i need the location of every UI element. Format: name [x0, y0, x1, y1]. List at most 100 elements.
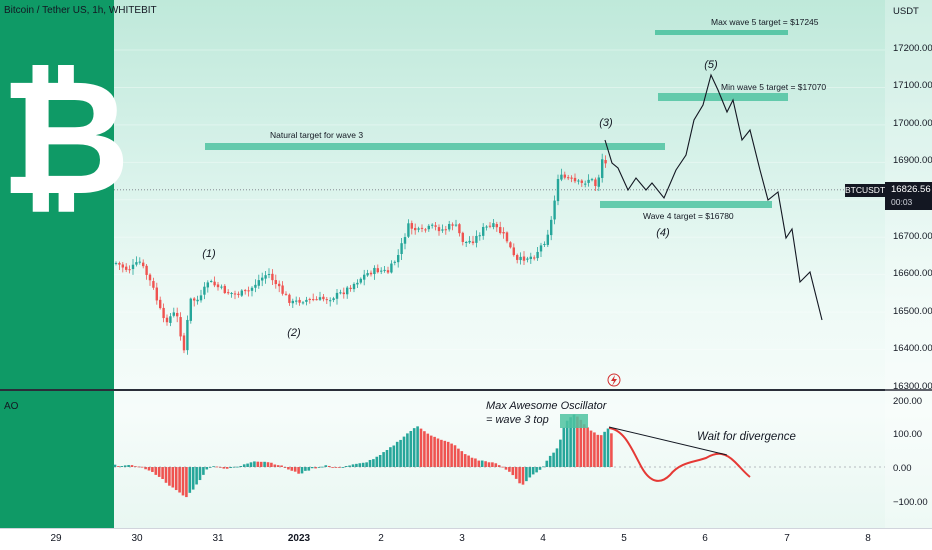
candle — [176, 312, 179, 317]
ao-bar — [501, 466, 504, 468]
ao-bar — [375, 456, 379, 467]
price-axis[interactable] — [885, 0, 932, 528]
candle — [267, 274, 271, 276]
candle — [148, 274, 152, 281]
ao-bar — [253, 461, 256, 467]
ao-bar — [378, 455, 382, 467]
ao-bar — [606, 428, 610, 467]
ao-bar — [147, 467, 151, 471]
candle — [210, 281, 213, 283]
ao-bar — [202, 467, 205, 475]
candle — [573, 177, 577, 182]
candle — [312, 299, 315, 301]
candle — [182, 335, 186, 351]
candle — [495, 224, 498, 228]
ao-bar — [263, 461, 266, 467]
candle — [329, 300, 332, 302]
time-axis[interactable] — [0, 528, 932, 550]
ao-bar — [127, 465, 130, 467]
ao-bar — [310, 467, 314, 469]
ao-bar — [419, 428, 423, 467]
ao-bar — [545, 460, 549, 467]
max-wave5-zone — [655, 30, 788, 35]
ao-bar — [222, 467, 226, 469]
candle — [142, 262, 145, 267]
last-price-value: 16826.56 — [891, 184, 931, 195]
ao-bar — [365, 462, 368, 467]
ao-bar — [283, 467, 287, 468]
candle — [417, 228, 420, 230]
ao-bar — [494, 463, 498, 467]
ao-bar — [300, 467, 304, 474]
ao-bar — [212, 466, 215, 468]
time-tick: 3 — [459, 533, 465, 544]
ao-bar — [334, 467, 338, 468]
candle — [519, 256, 522, 261]
candle — [454, 224, 458, 226]
candle — [274, 280, 277, 285]
ao-bar — [113, 464, 117, 467]
candle — [237, 293, 240, 295]
candle — [587, 179, 590, 183]
ao-bar — [198, 467, 202, 481]
ao-bar — [151, 467, 154, 472]
ao-bar — [382, 452, 385, 467]
ao-bar — [528, 467, 532, 478]
ao-bar — [304, 467, 307, 471]
ao-bar — [249, 462, 253, 467]
ao-bar — [426, 433, 430, 467]
candle — [584, 183, 587, 185]
candle — [563, 174, 566, 178]
ao-bar — [559, 439, 562, 467]
candle — [271, 273, 274, 281]
candle — [461, 232, 464, 242]
wave-4-label: (4) — [656, 227, 670, 239]
ao-bar — [443, 440, 447, 467]
ao-bar — [531, 467, 535, 475]
ao-bar — [161, 467, 164, 480]
ao-bar — [440, 439, 443, 467]
min-wave5-text: Min wave 5 target = $17070 — [721, 82, 826, 92]
candle — [529, 256, 532, 260]
ao-bar — [484, 461, 487, 467]
candle — [264, 275, 267, 279]
ao-bar — [423, 431, 426, 467]
ao-bar — [120, 466, 124, 467]
candle — [301, 302, 305, 304]
candle — [325, 299, 328, 301]
price-tick: 17100.00 — [893, 80, 932, 91]
candle — [291, 300, 294, 304]
natural-target-zone — [205, 143, 665, 150]
price-tick: 16600.00 — [893, 268, 932, 279]
ao-indicator-label[interactable]: AO — [4, 401, 19, 412]
time-tick: 2 — [378, 533, 384, 544]
ao-bar — [589, 430, 593, 467]
ao-bar — [276, 465, 280, 467]
price-tick: 16400.00 — [893, 343, 932, 354]
ao-bar — [171, 467, 175, 488]
candle — [196, 299, 199, 302]
candle — [155, 287, 158, 301]
candle — [478, 235, 481, 237]
time-tick: 29 — [50, 533, 62, 544]
candle — [284, 293, 288, 295]
candle — [465, 241, 468, 243]
candle — [366, 273, 369, 276]
candle — [386, 270, 390, 273]
lightning-bolt-icon — [611, 375, 617, 386]
ao-bar — [195, 467, 198, 485]
ao-bar — [412, 428, 416, 467]
candle — [546, 234, 549, 245]
ao-bar — [307, 467, 311, 471]
candle — [220, 286, 223, 288]
pane-divider[interactable] — [0, 389, 932, 391]
ao-bar — [270, 462, 273, 467]
price-chart-svg[interactable]: (1) (2) (3) (4) (5) Natural target for wave 3… — [0, 0, 932, 528]
candle — [356, 282, 359, 285]
candle — [431, 224, 434, 226]
ao-bar — [599, 435, 603, 467]
candle — [315, 299, 318, 301]
candle — [114, 262, 118, 264]
ao-bar — [205, 467, 209, 470]
ao-bar — [450, 443, 453, 467]
